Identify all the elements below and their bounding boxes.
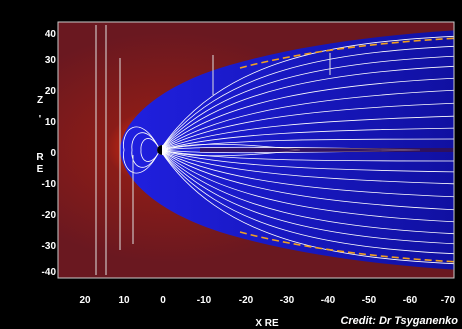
y-tick-label: -40 (42, 267, 57, 278)
reference-lines (95, 25, 331, 275)
y-tick-label: 40 (45, 29, 57, 40)
x-tick-label: -50 (362, 295, 377, 306)
x-tick-label: -30 (280, 295, 295, 306)
x-tick-label: -40 (321, 295, 336, 306)
magnetopause-line-south (239, 231, 454, 263)
y-tick-label: -20 (42, 210, 57, 221)
svg-text:E: E (37, 164, 44, 175)
x-tick-label: 0 (160, 295, 166, 306)
x-tick-label: -60 (403, 295, 418, 306)
y-tick-label: -10 (42, 179, 57, 190)
y-tick-label: 30 (45, 55, 57, 66)
x-tick-label: -70 (441, 295, 456, 306)
svg-text:Z: Z (37, 95, 43, 106)
x-axis-label: X RE (255, 318, 279, 329)
x-tick-label: 10 (118, 295, 130, 306)
x-tick-label: -20 (239, 295, 254, 306)
field-lines (123, 35, 454, 265)
credit-text: Credit: Dr Tsyganenko (340, 315, 458, 327)
x-tick-label: -10 (197, 295, 212, 306)
svg-text:': ' (39, 114, 41, 125)
x-tick-label: 20 (79, 295, 91, 306)
plasma-sheet (200, 148, 454, 152)
magnetopause-line (239, 37, 454, 69)
plot-border (57, 21, 455, 279)
svg-text:R: R (36, 152, 44, 163)
y-tick-label: -30 (42, 241, 57, 252)
y-tick-label: 10 (45, 117, 57, 128)
y-tick-label: 0 (50, 148, 56, 159)
x-axis-ticks: 20 10 0 -10 -20 -30 -40 -50 -60 -70 (79, 295, 455, 306)
y-axis-ticks: 40 30 20 10 0 -10 -20 -30 -40 (42, 29, 57, 278)
y-tick-label: 20 (45, 86, 57, 97)
y-axis-label: Z ' R E (36, 95, 44, 175)
